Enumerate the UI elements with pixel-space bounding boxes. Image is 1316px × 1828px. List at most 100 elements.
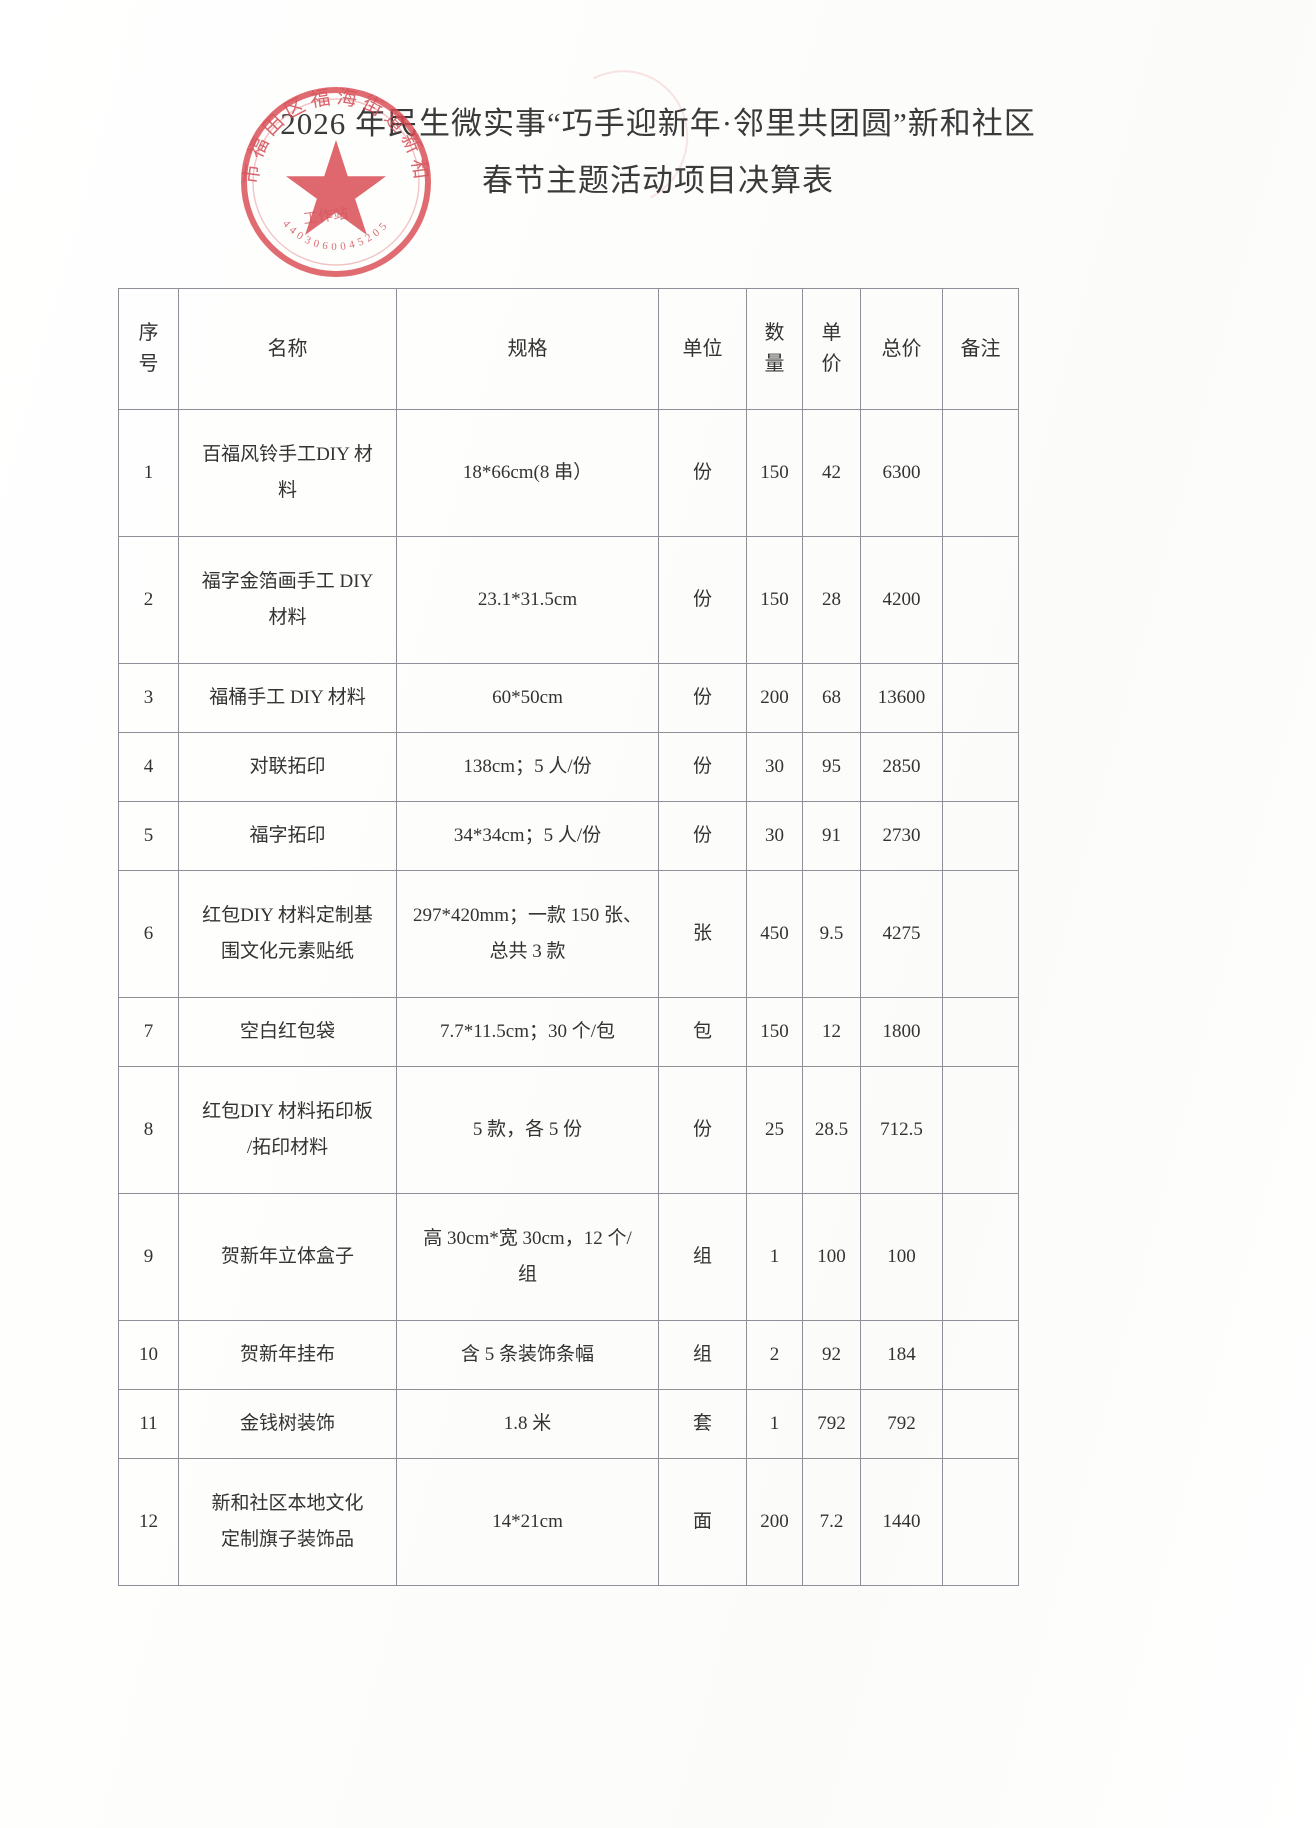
table-row: 5 福字拓印 34*34cm；5 人/份份 30 91 2730 (118, 801, 1019, 871)
cell-quantity: 200 (746, 663, 803, 733)
header-unit-price: 单 价 (802, 288, 861, 410)
cell-remark (942, 536, 1019, 664)
cell-unit: 包 (658, 997, 747, 1067)
header-unit: 单位 (658, 288, 747, 410)
cell-spec: 60*50cm (396, 663, 659, 733)
cell-unit: 份 (658, 663, 747, 733)
cell-spec: 1.8 米 (396, 1389, 659, 1459)
document-title: 2026 年民生微实事“巧手迎新年·邻里共团圆”新和社区 春节主题活动项目决算表 (0, 108, 1316, 196)
header-price-top: 单 (821, 322, 842, 344)
cell-unit: 张 (658, 870, 747, 998)
cell-total: 100 (860, 1193, 943, 1321)
header-index-top: 序 (138, 322, 159, 344)
table-row: 4 对联拓印 138cm；5 人/份份 30 95 2850 (118, 732, 1019, 802)
cell-total: 792 (860, 1389, 943, 1459)
cell-unit: 份 (658, 732, 747, 802)
header-index: 序 号 (118, 288, 179, 410)
cell-total: 1800 (860, 997, 943, 1067)
cell-spec: 14*21cm (396, 1458, 659, 1586)
table-body: 1 百福风铃手工DIY 材 料 18*66cm(8 串）份 150 42 6300 2 福字金… (118, 409, 1019, 1586)
cell-index: 6 (118, 870, 179, 998)
table-row: 6 红包DIY 材料定制基 围文化元素贴纸 297*420mm；一款 150 张、 … (118, 870, 1019, 998)
cell-name: 红包DIY 材料拓印板 /拓印材料 (178, 1066, 397, 1194)
cell-unit-price: 100 (802, 1193, 861, 1321)
table-row: 2 福字金箔画手工 DIY 材料 23.1*31.5cm 份 150 28 4200 (118, 536, 1019, 664)
cell-quantity: 450 (746, 870, 803, 998)
cell-name: 贺新年挂布 (178, 1320, 397, 1390)
header-quantity: 数 量 (746, 288, 803, 410)
cell-unit: 组 (658, 1320, 747, 1390)
cell-name: 新和社区本地文化 定制旗子装饰品 (178, 1458, 397, 1586)
cell-spec: 34*34cm；5 人/份 (396, 801, 659, 871)
cell-spec: 含 5 条装饰条幅 (396, 1320, 659, 1390)
budget-table-container: 序 号 名称 规格 单位 数 量 单 价 总价 备注 1 百福风铃手工DIY 材 … (118, 288, 1019, 1586)
cell-unit-price: 92 (802, 1320, 861, 1390)
cell-total: 4275 (860, 870, 943, 998)
cell-unit: 份 (658, 801, 747, 871)
cell-quantity: 30 (746, 732, 803, 802)
cell-total: 2730 (860, 801, 943, 871)
budget-table: 序 号 名称 规格 单位 数 量 单 价 总价 备注 1 百福风铃手工DIY 材 … (118, 288, 1019, 1586)
cell-index: 10 (118, 1320, 179, 1390)
cell-total: 4200 (860, 536, 943, 664)
table-row: 11 金钱树装饰 1.8 米套 1 792 792 (118, 1389, 1019, 1459)
cell-unit-price: 91 (802, 801, 861, 871)
header-quantity-bottom: 量 (764, 353, 785, 375)
cell-quantity: 150 (746, 536, 803, 664)
cell-name: 福桶手工 DIY 材料 (178, 663, 397, 733)
cell-unit: 面 (658, 1458, 747, 1586)
cell-unit-price: 28.5 (802, 1066, 861, 1194)
cell-name: 金钱树装饰 (178, 1389, 397, 1459)
cell-unit-price: 7.2 (802, 1458, 861, 1586)
cell-quantity: 25 (746, 1066, 803, 1194)
cell-spec: 138cm；5 人/份 (396, 732, 659, 802)
table-row: 8 红包DIY 材料拓印板 /拓印材料 5 款，各 5 份份 25 28.5 712.5 (118, 1066, 1019, 1194)
cell-name: 福字拓印 (178, 801, 397, 871)
cell-quantity: 1 (746, 1193, 803, 1321)
cell-spec: 5 款，各 5 份 (396, 1066, 659, 1194)
table-row: 9 贺新年立体盒子高 30cm*宽 30cm，12 个/ 组组 1 100 100 (118, 1193, 1019, 1321)
header-remark: 备注 (942, 288, 1019, 410)
cell-unit: 份 (658, 409, 747, 537)
header-price-bottom: 价 (821, 353, 842, 375)
cell-spec: 18*66cm(8 串） (396, 409, 659, 537)
cell-quantity: 1 (746, 1389, 803, 1459)
table-row: 3 福桶手工 DIY 材料 60*50cm 份 200 68 13600 (118, 663, 1019, 733)
header-quantity-top: 数 (764, 322, 785, 344)
cell-remark (942, 870, 1019, 998)
cell-remark (942, 1193, 1019, 1321)
cell-index: 3 (118, 663, 179, 733)
cell-unit-price: 9.5 (802, 870, 861, 998)
cell-remark (942, 1066, 1019, 1194)
cell-spec: 23.1*31.5cm (396, 536, 659, 664)
cell-remark (942, 663, 1019, 733)
cell-spec: 7.7*11.5cm；30 个/包 (396, 997, 659, 1067)
cell-index: 11 (118, 1389, 179, 1459)
cell-remark (942, 1320, 1019, 1390)
cell-unit-price: 95 (802, 732, 861, 802)
cell-total: 6300 (860, 409, 943, 537)
cell-remark (942, 997, 1019, 1067)
cell-total: 13600 (860, 663, 943, 733)
cell-name: 空白红包袋 (178, 997, 397, 1067)
cell-quantity: 2 (746, 1320, 803, 1390)
cell-spec: 高 30cm*宽 30cm，12 个/ 组 (396, 1193, 659, 1321)
cell-unit-price: 68 (802, 663, 861, 733)
cell-remark (942, 409, 1019, 537)
cell-index: 1 (118, 409, 179, 537)
cell-total: 184 (860, 1320, 943, 1390)
cell-unit-price: 12 (802, 997, 861, 1067)
cell-total: 1440 (860, 1458, 943, 1586)
cell-index: 7 (118, 997, 179, 1067)
cell-index: 9 (118, 1193, 179, 1321)
table-row: 1 百福风铃手工DIY 材 料 18*66cm(8 串）份 150 42 6300 (118, 409, 1019, 537)
header-total: 总价 (860, 288, 943, 410)
header-name: 名称 (178, 288, 397, 410)
table-row: 7 空白红包袋 7.7*11.5cm；30 个/包包 150 12 1800 (118, 997, 1019, 1067)
cell-remark (942, 801, 1019, 871)
table-row: 10 贺新年挂布含 5 条装饰条幅组 2 92 184 (118, 1320, 1019, 1390)
cell-total: 712.5 (860, 1066, 943, 1194)
cell-unit-price: 28 (802, 536, 861, 664)
header-index-bottom: 号 (138, 353, 159, 375)
cell-quantity: 150 (746, 997, 803, 1067)
